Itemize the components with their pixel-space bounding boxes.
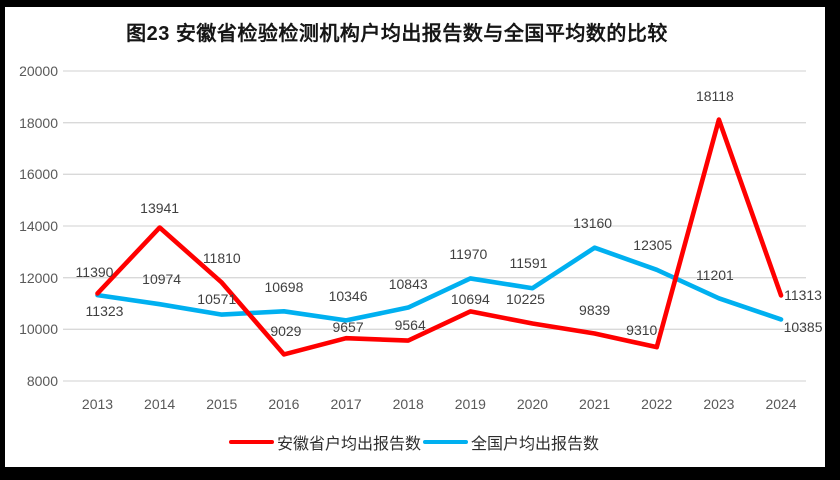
data-label: 9029 bbox=[270, 323, 302, 340]
y-axis-tick-label: 14000 bbox=[19, 218, 58, 234]
data-label: 13941 bbox=[140, 199, 180, 216]
x-axis-tick-label: 2019 bbox=[454, 396, 486, 412]
data-label: 10571 bbox=[197, 290, 237, 307]
series-line-0 bbox=[95, 117, 784, 357]
x-axis-tick-label: 2022 bbox=[641, 396, 673, 412]
x-axis-tick-label: 2016 bbox=[268, 396, 300, 412]
legend-line-swatch-national bbox=[423, 439, 469, 445]
y-axis-tick-label: 16000 bbox=[19, 166, 58, 183]
data-label: 9310 bbox=[626, 322, 658, 339]
data-label: 10346 bbox=[328, 288, 368, 305]
y-axis-tick-label: 8000 bbox=[26, 373, 58, 389]
data-label: 18118 bbox=[695, 87, 734, 104]
x-axis-tick-label: 2013 bbox=[81, 396, 114, 412]
data-label: 11591 bbox=[509, 255, 548, 272]
data-label: 10974 bbox=[142, 271, 182, 288]
data-label: 9839 bbox=[579, 302, 611, 319]
data-label: 11201 bbox=[695, 267, 734, 284]
legend-item-national: 全国户均出报告数 bbox=[421, 430, 599, 454]
legend: 安徽省户均出报告数 全国户均出报告数 bbox=[227, 430, 599, 454]
y-axis-tick-label: 12000 bbox=[19, 269, 58, 286]
x-axis-tick-label: 2018 bbox=[392, 396, 424, 412]
x-axis-tick-label: 2017 bbox=[330, 396, 362, 412]
legend-item-anhui: 安徽省户均出报告数 bbox=[227, 430, 421, 454]
data-label: 11313 bbox=[784, 287, 822, 304]
data-label: 10698 bbox=[264, 279, 304, 296]
x-axis-tick-label: 2023 bbox=[703, 396, 735, 412]
data-label: 11970 bbox=[449, 246, 488, 263]
legend-label-anhui: 安徽省户均出报告数 bbox=[277, 436, 422, 453]
frame-border-right bbox=[825, 0, 840, 480]
y-axis-tick-label: 20000 bbox=[19, 63, 58, 79]
data-label: 9657 bbox=[332, 319, 364, 336]
legend-line-swatch-anhui bbox=[229, 439, 274, 445]
data-label: 10843 bbox=[388, 275, 428, 292]
chart-title: 图23 安徽省检验检测机构户均出报告数与全国平均数的比较 bbox=[126, 23, 668, 45]
data-label: 12305 bbox=[633, 236, 673, 253]
data-label: 10385 bbox=[783, 319, 823, 336]
data-label: 11323 bbox=[85, 303, 124, 320]
series-line-1 bbox=[95, 245, 784, 323]
x-axis-tick-label: 2015 bbox=[206, 396, 238, 412]
x-axis-tick-label: 2021 bbox=[579, 396, 611, 412]
y-axis-tick-label: 10000 bbox=[19, 321, 58, 338]
data-label: 10694 bbox=[450, 291, 490, 308]
x-axis-tick-label: 2020 bbox=[516, 396, 549, 412]
x-axis-tick-label: 2014 bbox=[144, 396, 176, 412]
x-axis-tick-label: 2024 bbox=[765, 396, 797, 412]
frame-border-bottom bbox=[0, 467, 840, 480]
data-label: 13160 bbox=[573, 214, 613, 231]
data-label: 11810 bbox=[202, 249, 241, 266]
frame-border-top bbox=[0, 0, 840, 7]
data-label: 9564 bbox=[394, 316, 426, 333]
legend-label-national: 全国户均出报告数 bbox=[471, 436, 600, 453]
data-label: 10225 bbox=[506, 290, 545, 307]
data-label: 11390 bbox=[75, 264, 114, 281]
y-axis-tick-label: 18000 bbox=[19, 114, 58, 131]
frame-border-left bbox=[0, 0, 5, 480]
